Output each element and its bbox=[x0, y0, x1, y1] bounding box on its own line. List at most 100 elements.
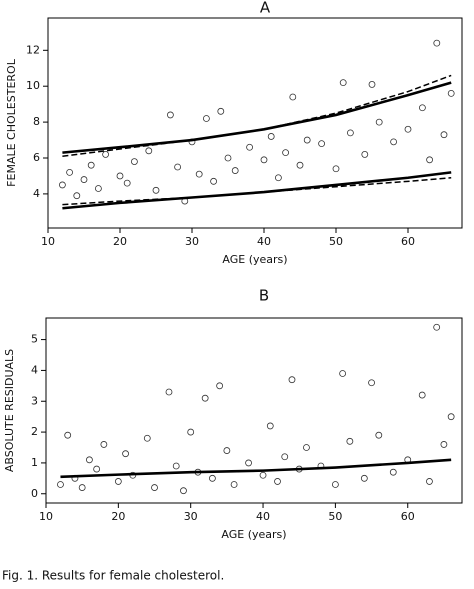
data-point bbox=[165, 388, 173, 396]
data-point bbox=[208, 474, 216, 482]
data-point bbox=[360, 474, 368, 482]
data-point bbox=[447, 89, 455, 97]
data-point bbox=[93, 465, 101, 473]
x-tick-label: 20 bbox=[111, 510, 125, 523]
data-point bbox=[210, 177, 218, 185]
data-point bbox=[246, 143, 254, 151]
data-point bbox=[86, 456, 93, 464]
data-point bbox=[245, 459, 252, 467]
y-tick-label: 6 bbox=[33, 151, 40, 164]
fit-curve bbox=[60, 458, 452, 479]
fit-curve bbox=[62, 81, 452, 154]
y-tick-label: 0 bbox=[31, 487, 38, 500]
x-tick-label: 10 bbox=[41, 235, 55, 248]
data-point bbox=[318, 140, 326, 148]
data-point bbox=[59, 181, 66, 189]
data-point bbox=[95, 185, 102, 192]
fit-curve bbox=[62, 171, 452, 210]
y-tick-label: 4 bbox=[31, 363, 38, 376]
data-point bbox=[368, 379, 375, 387]
data-point bbox=[426, 156, 434, 164]
plot-frame bbox=[45, 317, 463, 504]
data-point bbox=[73, 192, 81, 200]
x-tick-label: 60 bbox=[401, 235, 415, 248]
data-point bbox=[440, 131, 448, 139]
data-point bbox=[64, 431, 72, 439]
data-point bbox=[260, 156, 268, 164]
data-point bbox=[375, 431, 383, 439]
x-tick-label: 30 bbox=[185, 235, 199, 248]
data-point bbox=[281, 453, 289, 461]
fit-curve bbox=[62, 176, 452, 206]
panel-title: B bbox=[259, 287, 269, 305]
y-axis-label: FEMALE CHOLESTEROL bbox=[5, 58, 18, 187]
data-point bbox=[180, 487, 187, 495]
data-point bbox=[151, 484, 158, 491]
data-point bbox=[216, 382, 224, 390]
data-point bbox=[195, 170, 203, 178]
data-point bbox=[78, 484, 86, 491]
data-point bbox=[339, 79, 347, 87]
data-point bbox=[332, 165, 340, 173]
data-point bbox=[123, 179, 131, 187]
data-point bbox=[418, 391, 426, 399]
x-tick-label: 40 bbox=[256, 510, 270, 523]
data-point bbox=[447, 413, 455, 421]
data-point bbox=[80, 176, 88, 183]
data-point bbox=[230, 481, 238, 488]
y-tick-label: 2 bbox=[31, 425, 38, 438]
data-point bbox=[282, 149, 290, 157]
data-point bbox=[87, 161, 95, 169]
x-tick-label: 20 bbox=[113, 235, 127, 248]
data-point bbox=[114, 478, 122, 485]
data-point bbox=[288, 376, 296, 384]
plot-frame bbox=[47, 17, 463, 229]
data-point bbox=[174, 163, 182, 171]
panel-title: A bbox=[260, 0, 271, 17]
data-point bbox=[116, 172, 124, 180]
data-point bbox=[217, 107, 225, 115]
data-point bbox=[66, 168, 73, 176]
data-point bbox=[267, 133, 275, 140]
x-tick-label: 50 bbox=[329, 235, 343, 248]
data-point bbox=[172, 462, 180, 470]
data-point bbox=[303, 136, 311, 144]
data-point bbox=[266, 422, 274, 430]
x-tick-label: 40 bbox=[257, 235, 271, 248]
y-axis-label: ABSOLUTE RESIDUALS bbox=[3, 349, 16, 472]
y-tick-label: 12 bbox=[26, 43, 40, 56]
data-point bbox=[296, 161, 304, 169]
x-tick-label: 50 bbox=[328, 510, 342, 523]
caption: Fig. 1. Results for female cholesterol. bbox=[2, 569, 224, 583]
data-point bbox=[202, 115, 210, 122]
data-point bbox=[389, 468, 397, 476]
x-axis-label: AGE (years) bbox=[221, 528, 286, 541]
data-point bbox=[331, 481, 339, 488]
data-point bbox=[145, 147, 153, 155]
data-point bbox=[224, 154, 232, 162]
data-point bbox=[339, 370, 347, 377]
x-axis-label: AGE (years) bbox=[222, 253, 287, 266]
data-point bbox=[274, 478, 281, 485]
y-tick-label: 3 bbox=[31, 394, 38, 407]
data-point bbox=[102, 151, 109, 158]
data-point bbox=[361, 151, 369, 158]
data-point bbox=[274, 174, 282, 182]
data-point bbox=[130, 158, 138, 165]
data-point bbox=[433, 39, 441, 47]
data-point bbox=[426, 478, 433, 485]
y-tick-label: 8 bbox=[33, 115, 40, 128]
data-point bbox=[289, 93, 297, 101]
data-point bbox=[143, 434, 151, 442]
data-point bbox=[418, 104, 426, 112]
data-point bbox=[404, 125, 412, 133]
y-tick-label: 10 bbox=[26, 79, 40, 92]
y-tick-label: 5 bbox=[31, 333, 38, 346]
data-point bbox=[152, 186, 160, 194]
data-point bbox=[231, 167, 239, 174]
data-point bbox=[223, 447, 231, 454]
data-point bbox=[346, 129, 354, 137]
data-point bbox=[259, 471, 267, 479]
data-point bbox=[100, 441, 108, 448]
data-point bbox=[57, 481, 64, 488]
